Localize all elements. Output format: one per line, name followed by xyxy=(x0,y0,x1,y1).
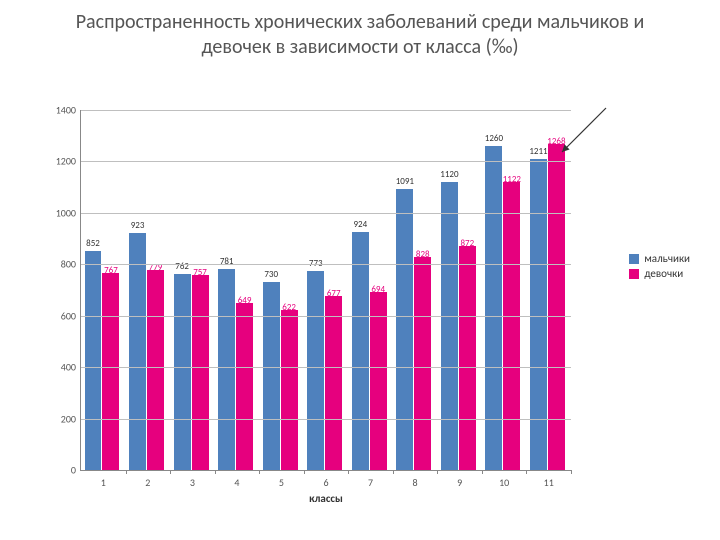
bar-label: 757 xyxy=(188,267,212,278)
bar-label: 1260 xyxy=(482,133,506,144)
y-tick: 1000 xyxy=(41,206,76,219)
y-tick: 0 xyxy=(41,464,76,477)
bar-девочки xyxy=(414,257,431,470)
bar-мальчики xyxy=(307,271,324,470)
bar-label: 649 xyxy=(233,295,257,306)
bar-label: 872 xyxy=(455,238,479,249)
y-tick: 400 xyxy=(41,361,76,374)
bar-label: 622 xyxy=(277,302,301,313)
x-tick: 11 xyxy=(544,470,554,489)
bar-девочки xyxy=(281,310,298,470)
x-tick: 9 xyxy=(457,470,462,489)
legend-swatch xyxy=(629,254,639,264)
bar-девочки xyxy=(459,246,476,470)
legend-item: мальчики xyxy=(629,252,690,265)
bar-label: 730 xyxy=(259,269,283,280)
x-axis-title: классы xyxy=(81,492,571,505)
bar-мальчики xyxy=(85,251,102,470)
bar-мальчики xyxy=(441,182,458,470)
bar-мальчики xyxy=(396,189,413,470)
grid-line xyxy=(81,264,571,265)
grid-line xyxy=(81,316,571,317)
x-tick: 8 xyxy=(413,470,418,489)
bar-мальчики xyxy=(174,274,191,470)
legend: мальчики девочки xyxy=(629,250,690,282)
y-tick: 200 xyxy=(41,412,76,425)
x-tick: 7 xyxy=(368,470,373,489)
x-tick: 10 xyxy=(499,470,509,489)
plot-area: 8527679237797627577816497306227736779246… xyxy=(80,110,571,471)
bar-девочки xyxy=(192,275,209,470)
x-tick: 2 xyxy=(145,470,150,489)
y-tick: 800 xyxy=(41,258,76,271)
bar-label: 1091 xyxy=(393,176,417,187)
bar-девочки xyxy=(370,292,387,470)
slide: { "title": "Распространенность хроническ… xyxy=(0,0,720,540)
bar-label: 1211 xyxy=(526,146,550,157)
grid-line xyxy=(81,419,571,420)
y-tick: 1400 xyxy=(41,104,76,117)
slide-title: Распространенность хронических заболеван… xyxy=(0,0,720,64)
legend-label: девочки xyxy=(644,267,683,280)
x-tick: 6 xyxy=(323,470,328,489)
y-tick: 1200 xyxy=(41,155,76,168)
x-tick: 4 xyxy=(234,470,239,489)
bar-девочки xyxy=(548,144,565,470)
bar-девочки xyxy=(325,296,342,470)
bar-label: 1120 xyxy=(437,169,461,180)
bar-label: 694 xyxy=(366,284,390,295)
bar-label: 852 xyxy=(81,238,105,249)
x-tick: 3 xyxy=(190,470,195,489)
bar-мальчики xyxy=(352,232,369,470)
bar-мальчики xyxy=(485,146,502,470)
bar-label: 781 xyxy=(215,256,239,267)
bar-девочки xyxy=(236,303,253,470)
bar-label: 828 xyxy=(411,249,435,260)
x-tick: 1 xyxy=(101,470,106,489)
bar-девочки xyxy=(147,270,164,470)
legend-swatch xyxy=(629,269,639,279)
grid-line xyxy=(81,213,571,214)
x-tick: 5 xyxy=(279,470,284,489)
bar-label: 1268 xyxy=(544,136,568,147)
grid-line xyxy=(81,367,571,368)
bar-label: 923 xyxy=(126,220,150,231)
bar-label: 924 xyxy=(348,219,372,230)
chart: 8527679237797627577816497306227736779246… xyxy=(30,100,690,520)
bar-label: 677 xyxy=(322,288,346,299)
legend-label: мальчики xyxy=(644,252,690,265)
bar-девочки xyxy=(102,273,119,470)
bar-label: 1122 xyxy=(500,174,524,185)
bars-layer: 8527679237797627577816497306227736779246… xyxy=(81,110,571,470)
grid-line xyxy=(81,161,571,162)
grid-line xyxy=(81,110,571,111)
bar-девочки xyxy=(503,182,520,471)
bar-label: 767 xyxy=(99,265,123,276)
legend-item: девочки xyxy=(629,267,690,280)
bar-мальчики xyxy=(530,159,547,470)
y-tick: 600 xyxy=(41,309,76,322)
